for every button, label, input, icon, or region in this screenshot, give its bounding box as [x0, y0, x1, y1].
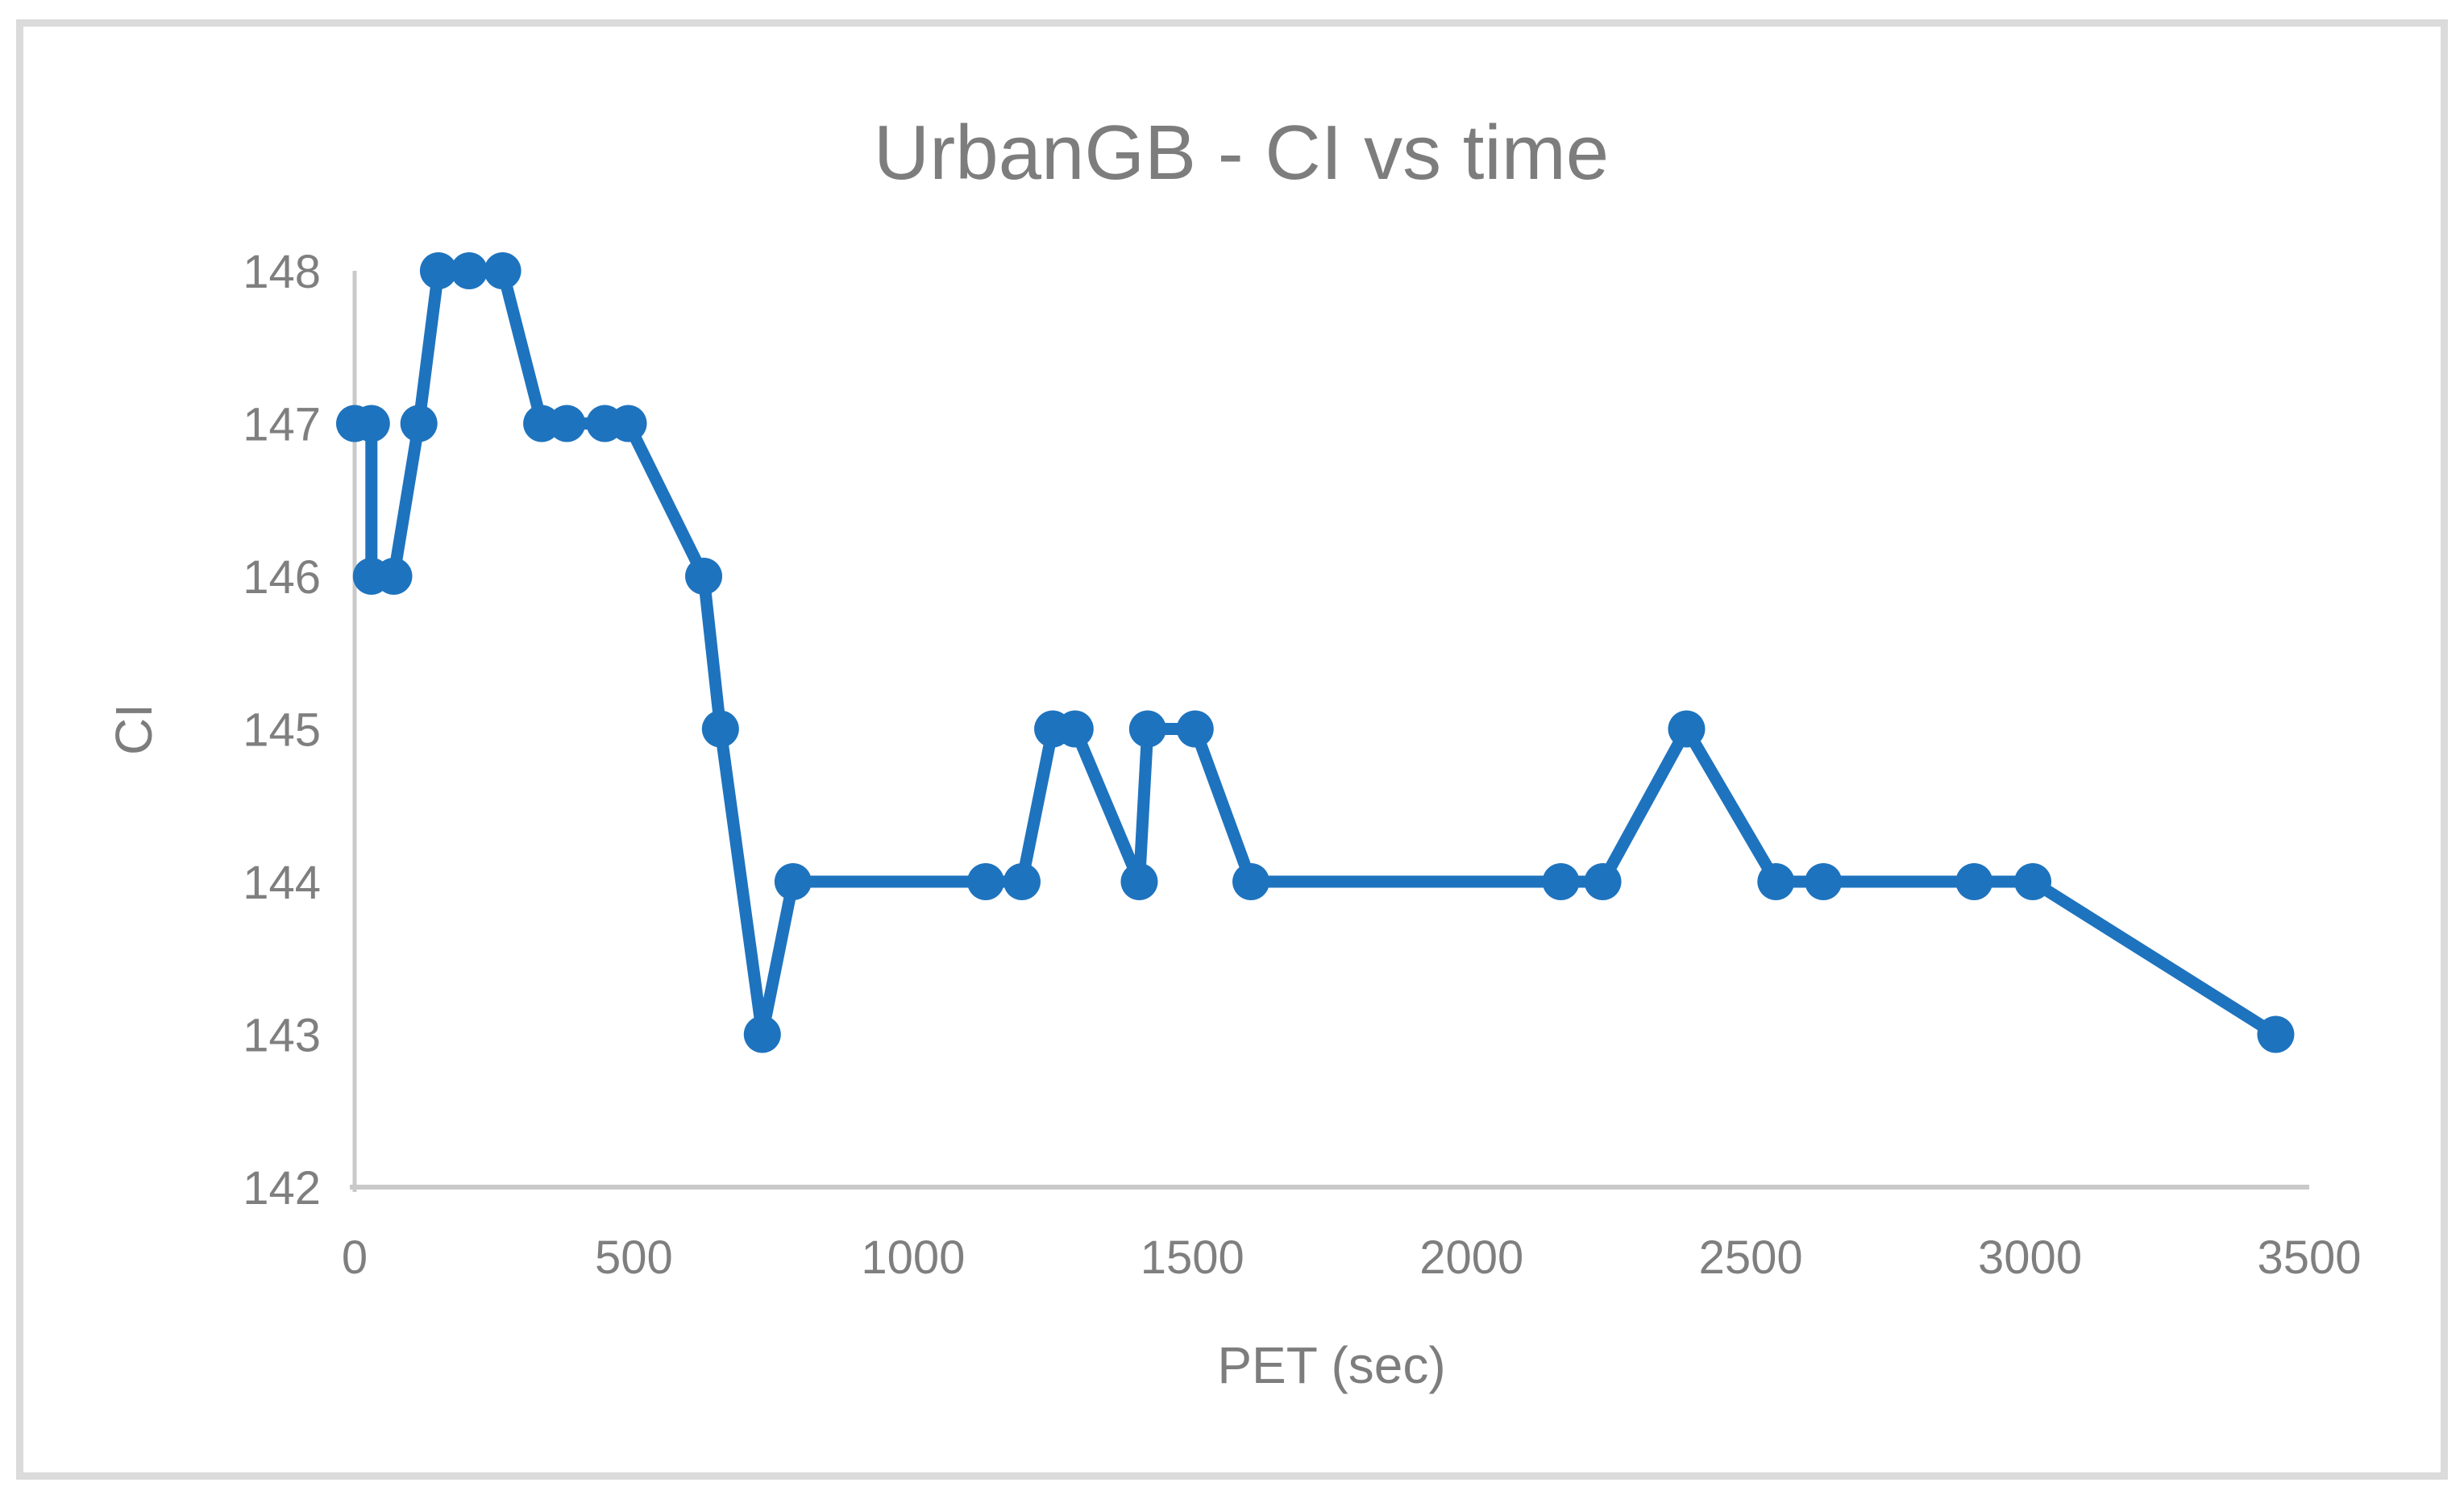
data-point-marker: [451, 252, 488, 289]
data-point-marker: [685, 558, 723, 595]
x-tick-label: 2000: [1419, 1231, 1523, 1284]
chart-title: UrbanGB - CI vs time: [874, 110, 1609, 196]
data-point-marker: [1955, 863, 1993, 900]
data-point-marker: [1805, 863, 1843, 900]
ticks-layer: 0 500 1000 1500 2000 2500 3000 3500 142 143 144 145…: [243, 246, 2361, 1284]
y-tick-label: 146: [243, 551, 321, 604]
x-tick-label: 500: [595, 1231, 673, 1284]
y-axis-title: CI: [105, 704, 163, 755]
x-tick-label: 0: [342, 1231, 368, 1284]
data-point-marker: [375, 558, 413, 595]
data-point-marker: [2014, 863, 2052, 900]
x-axis-title: PET (sec): [1217, 1336, 1445, 1394]
x-tick-label: 1500: [1141, 1231, 1244, 1284]
data-point-marker: [352, 405, 390, 442]
data-point-marker: [966, 863, 1004, 900]
data-point-marker: [1232, 863, 1270, 900]
data-point-marker: [548, 405, 586, 442]
data-point-marker: [774, 863, 812, 900]
x-tick-label: 1000: [861, 1231, 965, 1284]
data-point-marker: [400, 405, 438, 442]
y-tick-label: 144: [243, 857, 321, 909]
data-point-marker: [1176, 710, 1214, 748]
data-point-marker: [1584, 863, 1622, 900]
data-point-marker: [1668, 710, 1706, 748]
data-point-marker: [743, 1015, 781, 1053]
y-tick-label: 145: [243, 704, 321, 757]
y-tick-label: 148: [243, 246, 321, 298]
data-point-marker: [701, 710, 739, 748]
data-point-marker: [1542, 863, 1580, 900]
x-tick-label: 2500: [1699, 1231, 1803, 1284]
data-point-marker: [419, 252, 457, 289]
series-line: [348, 264, 2282, 1040]
x-tick-label: 3000: [1978, 1231, 2082, 1284]
data-point-marker: [1056, 710, 1094, 748]
series-layer: [336, 252, 2295, 1053]
data-point-marker: [609, 405, 647, 442]
axes-layer: [350, 271, 2309, 1192]
y-tick-label: 143: [243, 1010, 321, 1062]
data-point-marker: [484, 252, 521, 289]
x-tick-label: 3500: [2257, 1231, 2361, 1284]
data-point-marker: [1128, 710, 1166, 748]
data-point-marker: [1120, 863, 1158, 900]
y-tick-label: 147: [243, 399, 321, 451]
y-tick-label: 142: [243, 1162, 321, 1215]
data-point-marker: [1003, 863, 1041, 900]
data-point-marker: [2257, 1015, 2295, 1053]
data-point-marker: [1757, 863, 1795, 900]
